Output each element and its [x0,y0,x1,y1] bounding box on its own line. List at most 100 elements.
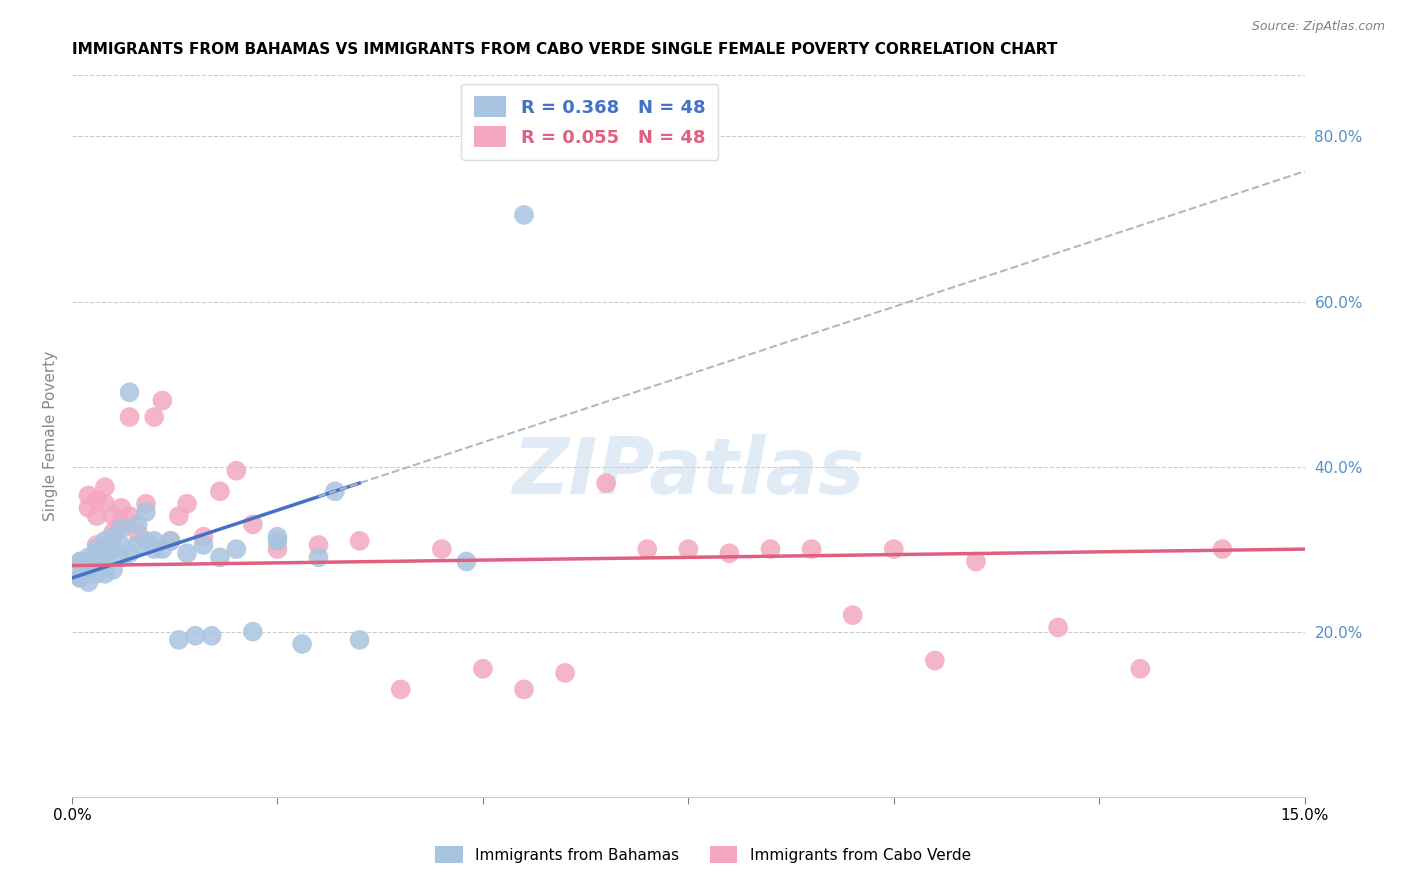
Point [86,538,108,552]
Point [127,525,149,540]
Y-axis label: Single Female Poverty: Single Female Poverty [44,351,58,521]
Point [94,480,117,494]
Point [1211,542,1233,557]
Point [513,208,536,222]
Point [69,566,91,581]
Point [77,575,100,590]
Point [101,525,124,540]
Point [554,665,576,680]
Point [513,682,536,697]
Point [225,464,247,478]
Point [101,509,124,524]
Point [167,632,190,647]
Point [127,538,149,552]
Point [193,530,215,544]
Point [924,653,946,667]
Point [389,682,412,697]
Text: ZIPatlas: ZIPatlas [512,434,865,509]
Point [159,533,181,548]
Legend: Immigrants from Bahamas, Immigrants from Cabo Verde: Immigrants from Bahamas, Immigrants from… [427,838,979,871]
Point [208,484,231,499]
Point [69,571,91,585]
Point [323,484,346,499]
Point [86,566,108,581]
Point [883,542,905,557]
Point [94,533,117,548]
Point [1047,620,1070,634]
Point [430,542,453,557]
Point [101,563,124,577]
Point [77,563,100,577]
Point [127,517,149,532]
Point [266,533,288,548]
Point [225,542,247,557]
Point [118,546,141,560]
Point [110,538,132,552]
Point [201,629,224,643]
Point [965,554,987,568]
Point [135,505,157,519]
Point [77,550,100,565]
Point [184,629,207,643]
Point [678,542,700,557]
Point [69,554,91,568]
Point [94,558,117,573]
Text: IMMIGRANTS FROM BAHAMAS VS IMMIGRANTS FROM CABO VERDE SINGLE FEMALE POVERTY CORR: IMMIGRANTS FROM BAHAMAS VS IMMIGRANTS FR… [72,42,1057,57]
Point [176,546,198,560]
Point [208,550,231,565]
Point [143,533,166,548]
Point [242,624,264,639]
Point [143,542,166,557]
Point [110,517,132,532]
Point [308,550,330,565]
Point [349,632,371,647]
Point [110,500,132,515]
Point [118,509,141,524]
Point [308,538,330,552]
Point [94,566,117,581]
Point [718,546,741,560]
Point [143,410,166,425]
Point [77,488,100,502]
Point [77,558,100,573]
Point [595,476,617,491]
Point [101,530,124,544]
Point [86,542,108,557]
Point [94,546,117,560]
Point [69,571,91,585]
Point [86,554,108,568]
Point [266,530,288,544]
Point [193,538,215,552]
Point [135,533,157,548]
Point [86,509,108,524]
Point [118,385,141,400]
Point [242,517,264,532]
Point [101,542,124,557]
Point [636,542,658,557]
Point [1129,662,1152,676]
Point [291,637,314,651]
Point [471,662,494,676]
Point [86,546,108,560]
Legend: R = 0.368   N = 48, R = 0.055   N = 48: R = 0.368 N = 48, R = 0.055 N = 48 [461,84,718,160]
Point [77,500,100,515]
Point [759,542,782,557]
Point [110,550,132,565]
Point [77,563,100,577]
Point [94,497,117,511]
Point [110,521,132,535]
Point [349,533,371,548]
Point [841,608,863,623]
Point [456,554,478,568]
Point [167,509,190,524]
Point [152,542,174,557]
Point [266,542,288,557]
Point [86,492,108,507]
Point [159,533,181,548]
Point [118,410,141,425]
Point [152,393,174,408]
Point [176,497,198,511]
Point [135,497,157,511]
Point [86,563,108,577]
Point [69,554,91,568]
